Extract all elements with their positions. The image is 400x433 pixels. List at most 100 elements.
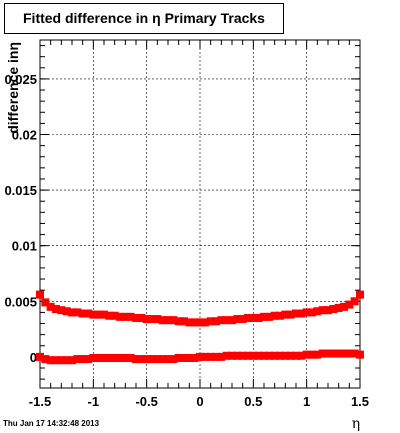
data-point (324, 349, 332, 358)
data-point (244, 351, 252, 360)
data-point (62, 356, 71, 365)
data-point (94, 310, 103, 319)
data-point (345, 300, 354, 309)
data-point (169, 316, 178, 325)
data-point (100, 353, 108, 362)
data-point (265, 351, 274, 360)
data-point (356, 350, 364, 359)
data-point (174, 317, 183, 326)
data-point (169, 355, 178, 364)
data-point (57, 356, 66, 365)
data-point (100, 310, 108, 319)
data-point (228, 351, 236, 360)
data-point (94, 353, 103, 362)
data-point (132, 313, 140, 322)
data-point (73, 308, 82, 317)
data-point (196, 318, 204, 327)
data-point (190, 353, 199, 362)
data-point (286, 310, 295, 319)
data-point (174, 353, 183, 362)
data-point (318, 349, 327, 358)
timestamp-footer: Thu Jan 17 14:32:48 2013 (3, 419, 100, 428)
data-point (89, 353, 98, 362)
data-point (57, 306, 66, 315)
data-point (345, 349, 354, 358)
data-point (121, 353, 130, 362)
data-point (116, 312, 124, 321)
data-point (78, 355, 87, 364)
title-box: Fitted difference in η Primary Tracks (4, 3, 284, 34)
data-point (286, 351, 295, 360)
data-point (308, 308, 316, 317)
data-point (329, 349, 338, 358)
data-point (350, 297, 359, 306)
data-point (62, 307, 71, 316)
data-point (153, 315, 162, 324)
data-point (142, 355, 151, 364)
data-point (78, 309, 87, 318)
data-point (110, 353, 119, 362)
data-point (313, 307, 322, 316)
y-axis-label: difference inη (5, 42, 21, 134)
data-point (249, 351, 258, 360)
x-tick-label: -0.5 (135, 394, 157, 409)
data-point (249, 313, 258, 322)
data-point (116, 353, 124, 362)
data-point (270, 351, 279, 360)
data-point (217, 316, 226, 325)
data-point (297, 351, 306, 360)
data-point (68, 308, 76, 317)
data-point (158, 316, 167, 325)
data-point (254, 351, 263, 360)
data-point (121, 312, 130, 321)
data-point (137, 313, 146, 322)
data-point (164, 316, 172, 325)
data-point (46, 356, 55, 365)
data-point (318, 306, 327, 315)
data-point (137, 355, 146, 364)
data-point (52, 305, 60, 314)
data-point (302, 350, 311, 359)
data-point (41, 355, 50, 364)
data-point (105, 353, 114, 362)
data-point (148, 315, 156, 324)
data-markers (36, 290, 364, 365)
data-point (84, 309, 92, 318)
y-tick-label: 0.015 (4, 183, 37, 198)
data-point (180, 353, 188, 362)
data-point (334, 303, 343, 312)
x-tick-label: -1.5 (29, 394, 51, 409)
data-point (233, 351, 242, 360)
data-point (89, 310, 98, 319)
data-point (36, 352, 44, 361)
data-point (206, 352, 215, 361)
data-point (190, 318, 199, 327)
data-point (46, 302, 55, 311)
data-point (356, 290, 364, 299)
data-point (276, 351, 284, 360)
x-tick-label: 1 (303, 394, 310, 409)
data-point (185, 318, 194, 327)
grid-lines (40, 40, 360, 388)
data-point (142, 315, 151, 324)
data-point (233, 315, 242, 324)
data-point (164, 355, 172, 364)
data-point (36, 290, 44, 299)
tick-labels: -1.5 -1 -0.5 0 0.5 1 1.5 0 0.005 0.01 0.015 0.02 0.0… (4, 72, 369, 409)
x-tick-label: 1.5 (351, 394, 369, 409)
x-tick-label: 0.5 (244, 394, 262, 409)
y-tick-label: 0 (30, 350, 37, 365)
data-point (270, 311, 279, 320)
data-point (297, 309, 306, 318)
data-point (52, 356, 60, 365)
data-point (126, 312, 135, 321)
data-point (196, 352, 204, 361)
data-point (201, 352, 210, 361)
data-point (281, 351, 290, 360)
data-point (324, 306, 332, 315)
data-point (334, 349, 343, 358)
data-point (222, 351, 231, 360)
y-tick-label: 0.02 (12, 128, 37, 143)
data-point (148, 355, 156, 364)
data-point (132, 355, 140, 364)
